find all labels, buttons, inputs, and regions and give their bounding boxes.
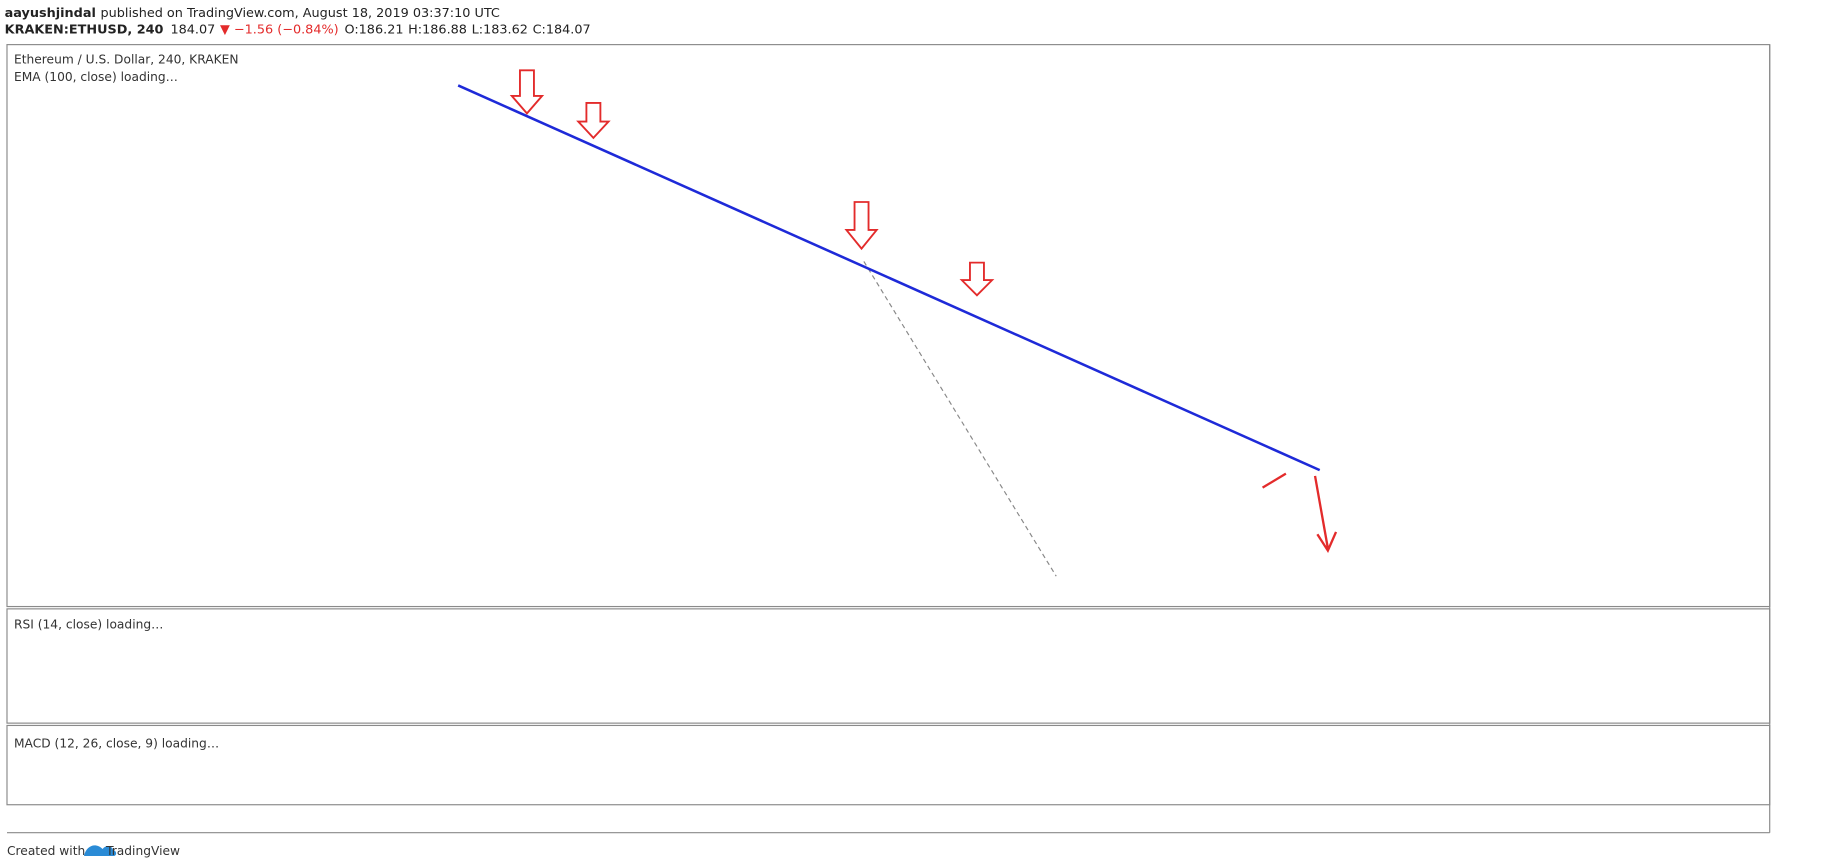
- open: O:186.21: [344, 22, 403, 37]
- header-line-2: KRAKEN:ETHUSD, 240 184.07 ▼ −1.56 (−0.84%)…: [5, 22, 591, 37]
- fib-dashed-line: [863, 261, 1057, 577]
- change: ▼ −1.56 (−0.84%): [220, 22, 339, 37]
- down-arrow: [959, 261, 995, 297]
- bounce-line: [1261, 472, 1287, 489]
- high: H:186.88: [408, 22, 467, 37]
- brand-logo: [83, 845, 117, 857]
- footer-created: Created with: [7, 844, 85, 858]
- indicator-label: EMA (100, close) loading…: [14, 70, 178, 84]
- published: published on TradingView.com, August 18,…: [101, 6, 500, 21]
- chart-title: Ethereum / U.S. Dollar, 240, KRAKEN: [14, 52, 239, 66]
- rsi-title: RSI (14, close) loading…: [14, 618, 163, 632]
- author: aayushjindal: [5, 6, 96, 21]
- annotations: [457, 69, 1338, 577]
- symbol: KRAKEN:ETHUSD, 240: [5, 22, 164, 37]
- macd-title: MACD (12, 26, close, 9) loading…: [14, 737, 219, 751]
- down-move-arrow: [1313, 475, 1338, 554]
- close: C:184.07: [533, 22, 591, 37]
- down-arrow: [844, 201, 879, 251]
- low: L:183.62: [472, 22, 528, 37]
- trend-line: [457, 84, 1321, 472]
- footer-brand: TradingView: [105, 844, 180, 858]
- labels: Ethereum / U.S. Dollar, 240, KRAKEN EMA …: [7, 52, 238, 858]
- last: 184.07: [170, 22, 215, 37]
- panels: [6, 44, 1771, 834]
- down-arrow: [576, 101, 611, 140]
- header-line-1: aayushjindal published on TradingView.com…: [5, 6, 500, 21]
- down-arrow: [509, 69, 545, 115]
